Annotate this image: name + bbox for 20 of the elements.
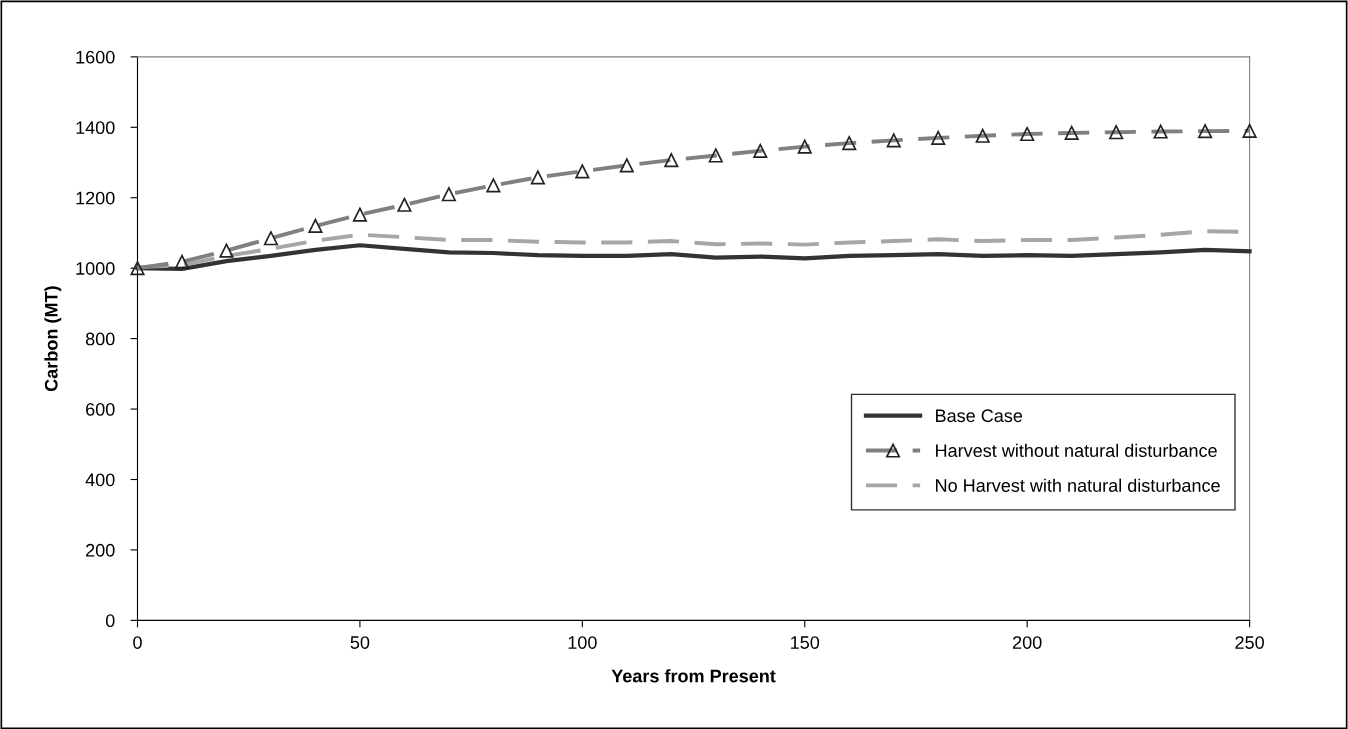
legend-label: Harvest without natural disturbance [936,443,1217,458]
legend-label: No Harvest with natural disturbance [936,478,1220,492]
y-tick-label: 1600 [76,50,115,64]
legend-label: Base Case [936,409,1023,423]
y-tick-label: 400 [85,473,115,487]
y-tick-label: 600 [86,402,115,416]
y-tick-label: 1000 [76,262,115,275]
y-tick-label: 0 [105,614,115,628]
y-tick-label: 200 [86,543,115,557]
x-tick-label: 150 [791,636,820,649]
y-tick-label: 800 [85,332,115,346]
y-axis-title: Carbon (MT) [44,286,62,392]
y-tick-label: 1200 [76,191,115,205]
x-axis-title: Years from Present [611,669,776,683]
y-tick-label: 1400 [76,121,115,135]
x-tick-label: 200 [1013,636,1042,649]
x-tick-label: 50 [350,636,370,649]
x-tick-label: 250 [1235,636,1264,649]
x-tick-label: 100 [568,636,597,649]
x-tick-label: 0 [133,636,142,649]
